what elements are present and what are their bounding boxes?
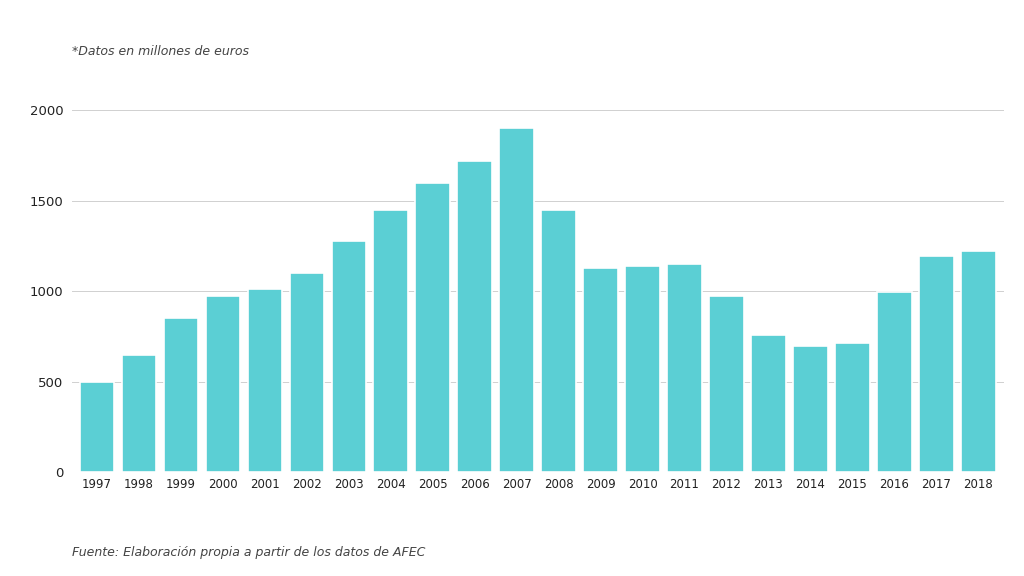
Bar bbox=[122, 355, 156, 472]
Bar bbox=[500, 128, 534, 472]
Text: Fuente: Elaboración propia a partir de los datos de AFEC: Fuente: Elaboración propia a partir de l… bbox=[72, 545, 425, 559]
Bar bbox=[164, 319, 198, 472]
Text: *Datos en millones de euros: *Datos en millones de euros bbox=[72, 44, 249, 58]
Bar bbox=[542, 210, 575, 472]
Bar bbox=[920, 256, 953, 472]
Bar bbox=[290, 273, 324, 472]
Bar bbox=[332, 241, 366, 472]
Bar bbox=[794, 346, 827, 472]
Bar bbox=[962, 252, 995, 472]
Bar bbox=[206, 296, 240, 472]
Bar bbox=[80, 382, 114, 472]
Bar bbox=[416, 183, 450, 472]
Bar bbox=[248, 290, 282, 472]
Bar bbox=[878, 292, 911, 472]
Bar bbox=[710, 296, 743, 472]
Bar bbox=[626, 266, 659, 472]
Bar bbox=[584, 268, 617, 472]
Bar bbox=[374, 210, 408, 472]
Bar bbox=[458, 161, 492, 472]
Bar bbox=[752, 335, 785, 472]
Bar bbox=[836, 343, 869, 472]
Bar bbox=[668, 264, 701, 472]
